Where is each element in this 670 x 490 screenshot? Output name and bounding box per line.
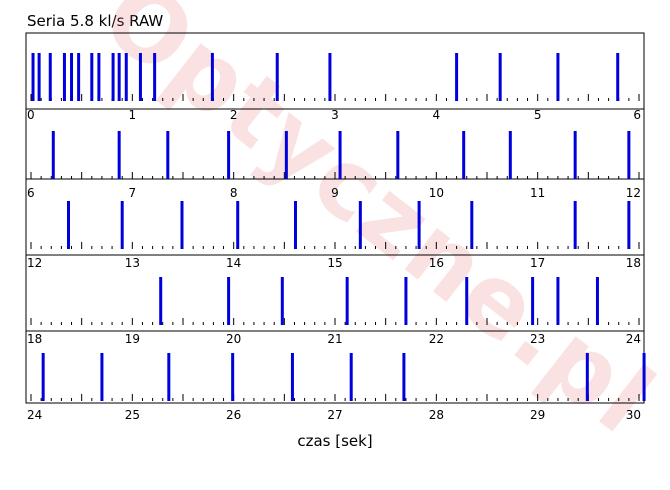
shot-bar: [290, 353, 294, 401]
tick-label: 20: [226, 332, 241, 346]
tick-label: 12: [626, 186, 641, 200]
tick-label: 1: [129, 108, 137, 122]
shot-bar: [90, 53, 94, 101]
shot-bar: [100, 353, 104, 401]
tick-label: 24: [626, 332, 641, 346]
shot-bar: [120, 201, 124, 249]
tick-label: 17: [530, 256, 545, 270]
shot-bar: [328, 53, 332, 101]
shot-bar: [531, 277, 535, 325]
tick-label: 2: [230, 108, 238, 122]
shot-bar: [556, 53, 560, 101]
tick-label: 15: [327, 256, 342, 270]
shot-bar: [48, 53, 52, 101]
shot-bar: [280, 277, 284, 325]
shot-bar: [455, 53, 459, 101]
shot-bar: [396, 131, 400, 179]
shot-bar: [77, 53, 81, 101]
tick-label: 27: [327, 408, 342, 422]
shot-bar: [117, 53, 121, 101]
tick-label: 5: [534, 108, 542, 122]
shot-bar: [642, 353, 646, 401]
tick-label: 16: [429, 256, 444, 270]
shot-bar: [51, 131, 55, 179]
shot-bar: [62, 53, 66, 101]
x-axis-label: czas [sek]: [297, 432, 373, 450]
tick-label: 29: [530, 408, 545, 422]
shot-bar: [180, 201, 184, 249]
shot-bar: [153, 53, 157, 101]
shot-bar: [124, 53, 128, 101]
tick-label: 18: [626, 256, 641, 270]
shot-bar: [231, 353, 235, 401]
shot-bar: [573, 131, 577, 179]
shot-bar: [402, 353, 406, 401]
shot-bar: [138, 53, 142, 101]
tick-label: 10: [429, 186, 444, 200]
shot-bar: [275, 53, 279, 101]
tick-label: 7: [129, 186, 137, 200]
tick-label: 21: [327, 332, 342, 346]
shot-bar: [117, 131, 121, 179]
tick-label: 26: [226, 408, 241, 422]
shot-bar: [227, 277, 231, 325]
shot-bar: [627, 201, 631, 249]
shot-bar: [236, 201, 240, 249]
shot-bar: [417, 201, 421, 249]
tick-label: 28: [429, 408, 444, 422]
tick-label: 30: [626, 408, 641, 422]
shot-bar: [465, 277, 469, 325]
shot-bar: [508, 131, 512, 179]
tick-label: 6: [633, 108, 641, 122]
shot-bar: [573, 201, 577, 249]
shot-bar: [210, 53, 214, 101]
shot-bar: [616, 53, 620, 101]
shot-bar: [167, 353, 171, 401]
tick-label: 13: [125, 256, 140, 270]
shot-bar: [462, 131, 466, 179]
tick-label: 4: [433, 108, 441, 122]
shot-bar: [349, 353, 353, 401]
shot-bar: [111, 53, 115, 101]
tick-label: 18: [27, 332, 42, 346]
tick-label: 22: [429, 332, 444, 346]
shot-bar: [31, 53, 35, 101]
shot-bar: [358, 201, 362, 249]
shot-bar: [498, 53, 502, 101]
shot-bar: [37, 53, 41, 101]
tick-label: 3: [331, 108, 339, 122]
tick-label: 9: [331, 186, 339, 200]
tick-label: 23: [530, 332, 545, 346]
shot-bar: [227, 131, 231, 179]
shot-bar: [41, 353, 45, 401]
shot-bar: [470, 201, 474, 249]
shot-bar: [556, 277, 560, 325]
shot-bar: [595, 277, 599, 325]
shot-bar: [97, 53, 101, 101]
shot-bar: [159, 277, 163, 325]
shot-bar: [585, 353, 589, 401]
tick-label: 12: [27, 256, 42, 270]
chart-frame: [25, 32, 645, 404]
tick-label: 19: [125, 332, 140, 346]
shot-bar: [284, 131, 288, 179]
tick-label: 25: [125, 408, 140, 422]
chart-title: Seria 5.8 kl/s RAW: [27, 12, 164, 30]
shot-bar: [166, 131, 170, 179]
tick-label: 11: [530, 186, 545, 200]
shot-bar: [345, 277, 349, 325]
tick-label: 14: [226, 256, 241, 270]
shot-bar: [293, 201, 297, 249]
shot-bar: [70, 53, 74, 101]
shot-bar: [627, 131, 631, 179]
shot-bar: [66, 201, 70, 249]
shot-bar: [404, 277, 408, 325]
shot-bar: [338, 131, 342, 179]
tick-label: 24: [27, 408, 42, 422]
tick-label: 8: [230, 186, 238, 200]
tick-label: 6: [27, 186, 35, 200]
tick-label: 0: [27, 108, 35, 122]
